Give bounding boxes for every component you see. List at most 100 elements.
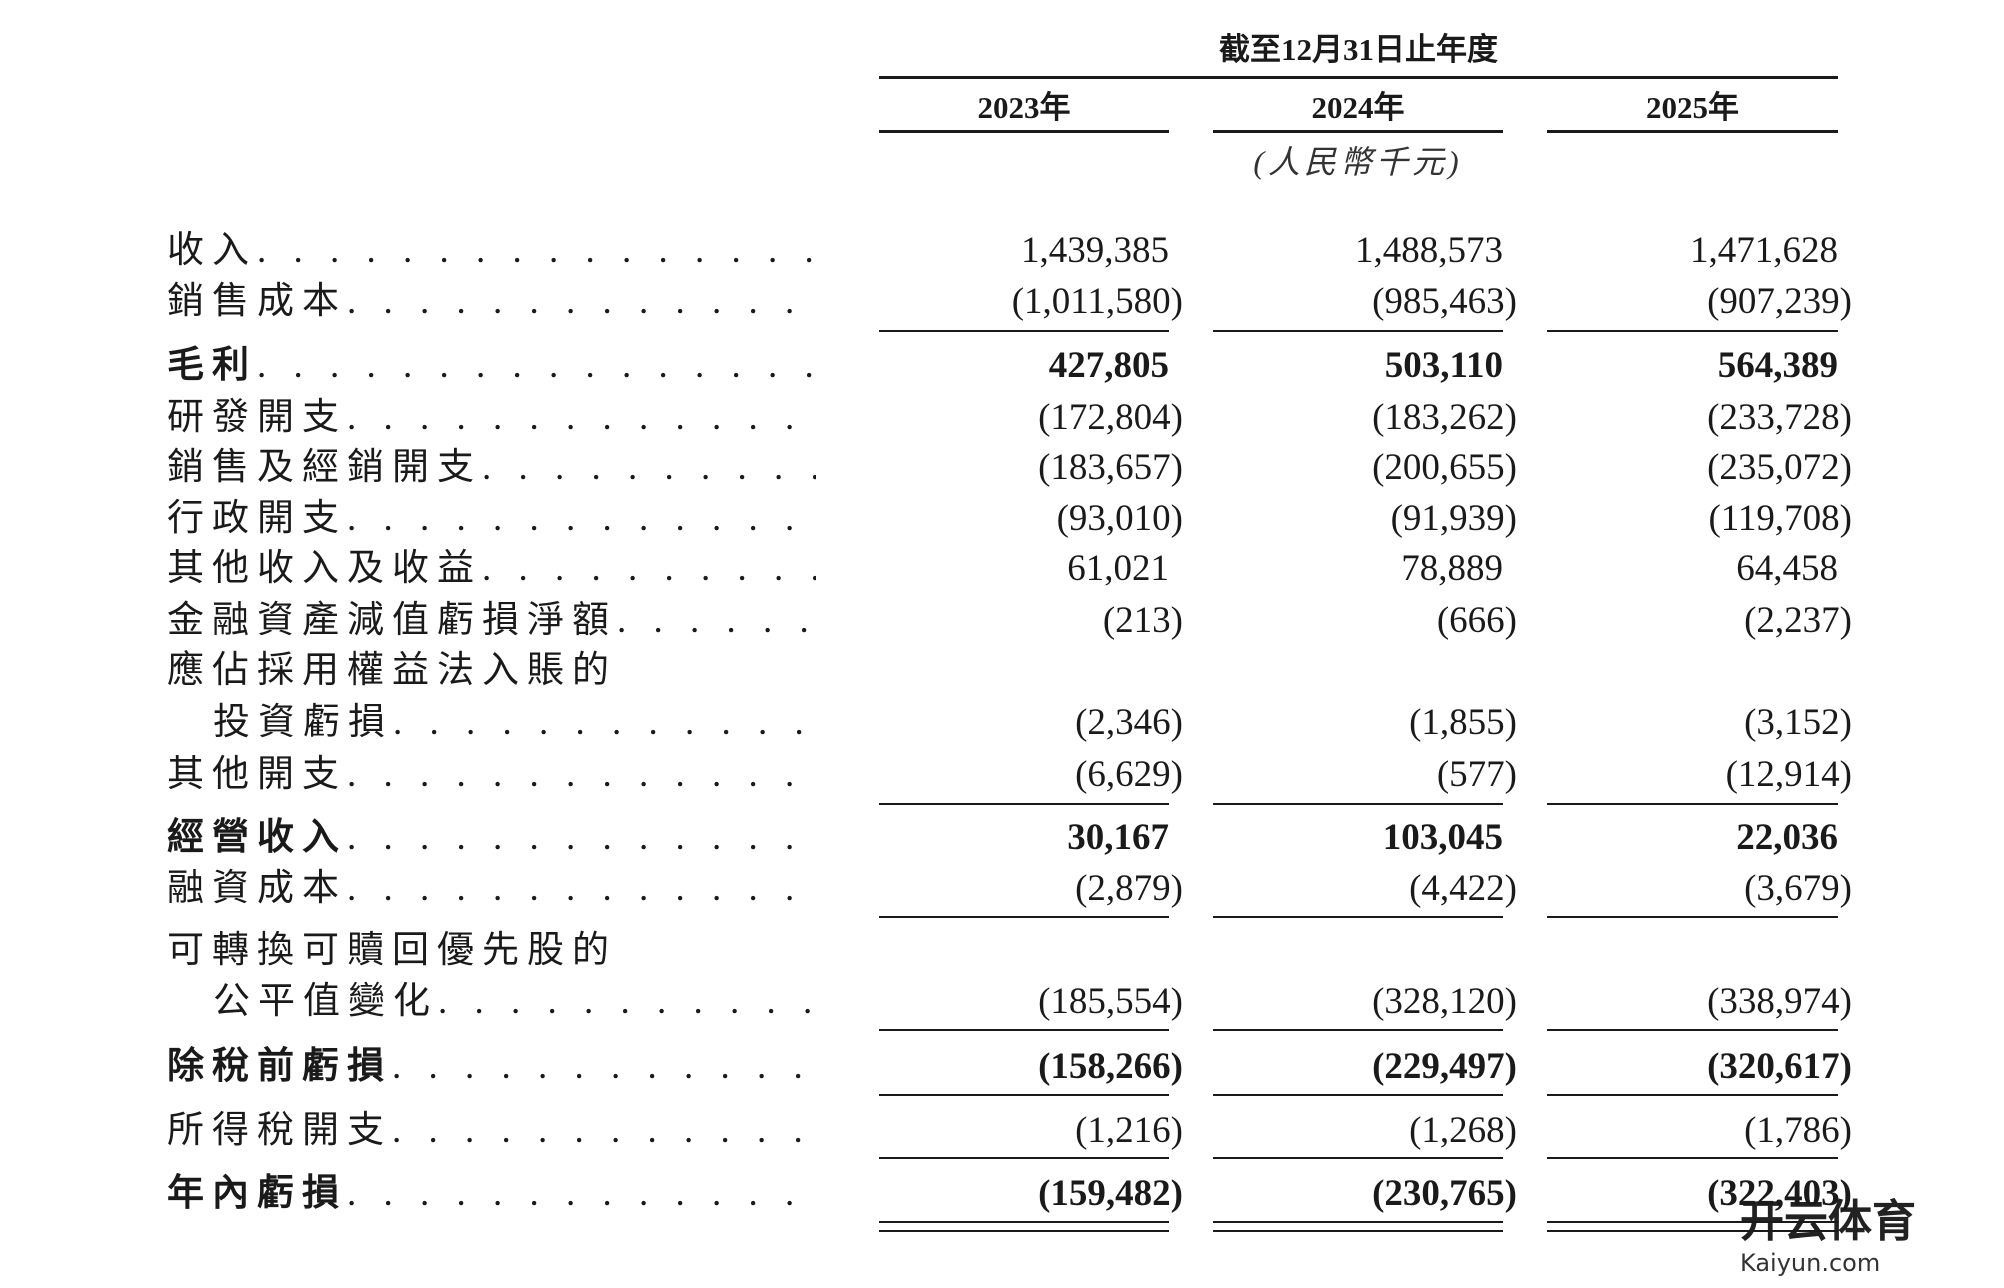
year-header: 2024年 xyxy=(1311,90,1405,125)
cell-rule xyxy=(1547,1157,1838,1159)
cell-value: (666) xyxy=(1436,600,1517,641)
row-label: 毛利 xyxy=(167,345,257,386)
row-label: 收入 xyxy=(167,230,257,271)
cell-value: 503,110 xyxy=(1384,345,1503,386)
cell-value: (2,237) xyxy=(1744,600,1852,641)
row-label: 公平值變化 xyxy=(213,981,438,1022)
cell-value: (172,804) xyxy=(1038,397,1183,438)
cell-value: (185,554) xyxy=(1038,981,1183,1022)
cell-rule xyxy=(1547,1230,1838,1232)
period-header: 截至12月31日止年度 xyxy=(1219,32,1498,67)
year-header: 2025年 xyxy=(1646,90,1739,125)
cell-value: 22,036 xyxy=(1736,817,1838,858)
cell-value: (320,617) xyxy=(1707,1046,1852,1087)
cell-value: (233,728) xyxy=(1707,397,1852,438)
year-rule xyxy=(1213,130,1503,133)
year-rule xyxy=(1547,130,1838,133)
cell-rule xyxy=(879,803,1169,805)
cell-value: (1,011,580) xyxy=(1011,281,1183,322)
cell-rule xyxy=(879,1029,1169,1031)
cell-value: 78,889 xyxy=(1401,548,1503,589)
leader-dots xyxy=(347,283,816,320)
cell-value: (2,879) xyxy=(1075,868,1183,909)
leader-dots xyxy=(347,500,816,537)
cell-rule xyxy=(1213,1230,1503,1232)
cell-rule xyxy=(1547,1029,1838,1031)
row-label: 銷售及經銷開支 xyxy=(167,447,482,488)
leader-dots xyxy=(257,232,816,269)
year-rule xyxy=(879,130,1169,133)
leader-dots xyxy=(257,347,816,384)
cell-value: (322,403) xyxy=(1707,1173,1852,1214)
cell-value: (230,765) xyxy=(1372,1173,1517,1214)
row-label: 其他收入及收益 xyxy=(167,548,482,589)
cell-value: (159,482) xyxy=(1038,1173,1183,1214)
leader-dots xyxy=(393,704,816,741)
leader-dots xyxy=(347,870,816,907)
leader-dots xyxy=(617,602,816,639)
cell-rule xyxy=(1547,803,1838,805)
cell-value: (158,266) xyxy=(1038,1046,1183,1087)
cell-value: (985,463) xyxy=(1372,281,1517,322)
row-label: 投資虧損 xyxy=(213,702,393,743)
cell-value: (6,629) xyxy=(1075,754,1183,795)
cell-value: (235,072) xyxy=(1707,447,1852,488)
cell-rule xyxy=(1547,1221,1838,1223)
row-label: 年內虧損 xyxy=(167,1173,347,1214)
year-header: 2023年 xyxy=(977,90,1071,125)
cell-value: (183,657) xyxy=(1038,447,1183,488)
cell-value: (91,939) xyxy=(1390,498,1517,539)
cell-rule xyxy=(1213,1221,1503,1223)
unit-label: (人民幣千元) xyxy=(1253,144,1463,180)
cell-value: (328,120) xyxy=(1372,981,1517,1022)
row-label: 經營收入 xyxy=(167,817,347,858)
cell-value: 1,488,573 xyxy=(1355,230,1503,271)
cell-value: (229,497) xyxy=(1372,1046,1517,1087)
row-label: 除稅前虧損 xyxy=(167,1046,392,1087)
cell-value: 1,471,628 xyxy=(1690,230,1838,271)
cell-rule xyxy=(1213,330,1503,332)
leader-dots xyxy=(347,1175,816,1212)
cell-rule xyxy=(1213,1029,1503,1031)
row-label: 融資成本 xyxy=(167,868,347,909)
cell-rule xyxy=(1213,1094,1503,1096)
cell-value: (4,422) xyxy=(1409,868,1517,909)
cell-value: (213) xyxy=(1102,600,1183,641)
cell-value: (577) xyxy=(1436,754,1517,795)
leader-dots xyxy=(347,399,816,436)
cell-value: (3,152) xyxy=(1744,702,1852,743)
cell-value: 103,045 xyxy=(1382,817,1503,858)
cell-value: (907,239) xyxy=(1707,281,1852,322)
leader-dots xyxy=(482,449,816,486)
row-label: 可轉換可贖回優先股的 xyxy=(167,930,617,971)
cell-rule xyxy=(879,1094,1169,1096)
leader-dots xyxy=(392,1048,816,1085)
cell-value: 61,021 xyxy=(1067,548,1169,589)
cell-value: (12,914) xyxy=(1725,754,1852,795)
cell-rule xyxy=(1547,330,1838,332)
cell-value: (3,679) xyxy=(1744,868,1852,909)
watermark-site: Kaiyun.com xyxy=(1740,1249,1881,1277)
cell-value: (1,268) xyxy=(1409,1110,1517,1151)
cell-rule xyxy=(879,1157,1169,1159)
cell-value: 30,167 xyxy=(1067,817,1169,858)
row-label: 金融資產減值虧損淨額 xyxy=(167,600,617,641)
cell-value: (1,216) xyxy=(1075,1110,1183,1151)
cell-value: 64,458 xyxy=(1736,548,1838,589)
row-label: 應佔採用權益法入賬的 xyxy=(167,650,617,691)
cell-value: (1,786) xyxy=(1744,1110,1852,1151)
row-label: 研發開支 xyxy=(167,397,347,438)
cell-rule xyxy=(1547,916,1838,918)
cell-value: (119,708) xyxy=(1708,498,1852,539)
leader-dots xyxy=(482,550,816,587)
leader-dots xyxy=(347,756,816,793)
cell-value: (338,974) xyxy=(1707,981,1852,1022)
row-label: 銷售成本 xyxy=(167,281,347,322)
row-label: 行政開支 xyxy=(167,498,347,539)
cell-value: (183,262) xyxy=(1372,397,1517,438)
cell-value: 427,805 xyxy=(1048,345,1169,386)
cell-rule xyxy=(1547,1094,1838,1096)
cell-value: 1,439,385 xyxy=(1021,230,1169,271)
cell-rule xyxy=(879,1230,1169,1232)
